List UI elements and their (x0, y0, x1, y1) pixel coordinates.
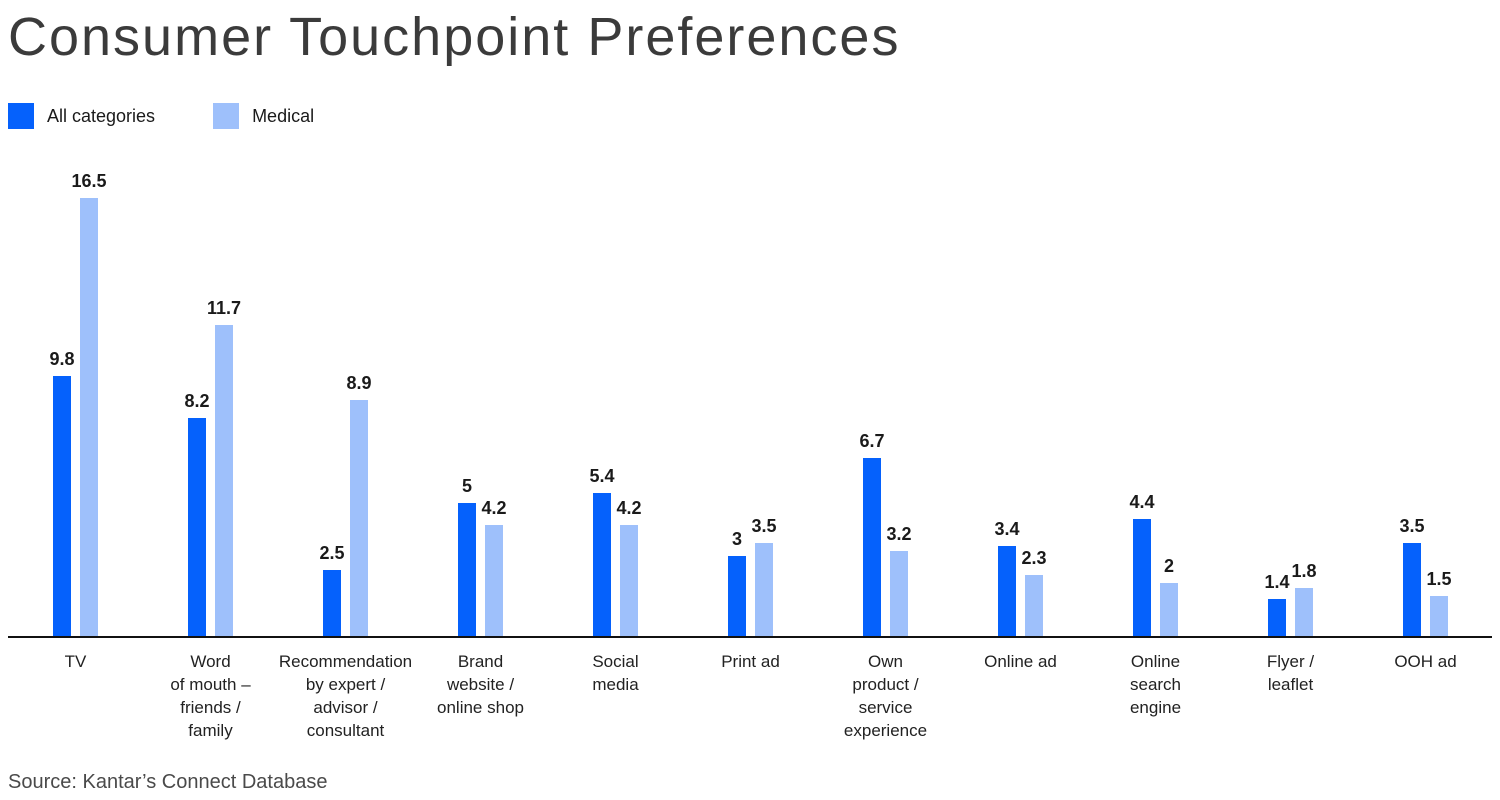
bar-value-label: 1.8 (1291, 561, 1317, 581)
source-note: Source: Kantar’s Connect Database (8, 771, 328, 793)
bar-medical (620, 525, 638, 636)
category-label: Social media (592, 652, 639, 694)
category-label: Word of mouth – friends / family (170, 652, 251, 740)
bar-medical (350, 400, 368, 636)
bar-value-label: 8.9 (346, 373, 372, 393)
bar-medical (1295, 588, 1313, 636)
bar-value-label: 3 (731, 529, 742, 549)
bar-medical (80, 198, 98, 636)
legend-swatch-medical (213, 103, 240, 129)
category-label: Flyer / leaflet (1266, 652, 1315, 694)
bar-all-categories (53, 376, 71, 636)
legend-swatch-all-categories (8, 103, 34, 129)
category-label: Recommendation by expert / advisor / con… (278, 652, 413, 740)
category-label: Own product / service experience (843, 652, 928, 740)
legend-label-medical: Medical (252, 105, 315, 126)
bar-medical (1430, 596, 1448, 636)
chart-title: Consumer Touchpoint Preferences (8, 7, 901, 67)
bar-value-label: 11.7 (206, 298, 242, 318)
bar-value-label: 9.8 (49, 349, 75, 369)
bar-value-label: 6.7 (859, 431, 885, 451)
bar-medical (1160, 583, 1178, 636)
bar-medical (890, 551, 908, 636)
bar-value-label: 3.5 (1399, 516, 1425, 536)
bar-medical (1025, 575, 1043, 636)
bar-value-label: 4.2 (481, 498, 507, 518)
chart-legend: All categories Medical (8, 103, 314, 129)
category-label: Online search engine (1129, 652, 1182, 717)
bar-all-categories (593, 493, 611, 636)
bar-all-categories (1133, 519, 1151, 636)
bar-all-categories (323, 570, 341, 636)
category-label: Online ad (984, 652, 1057, 671)
category-label: TV (64, 652, 87, 671)
bar-value-label: 3.4 (994, 519, 1020, 539)
bar-all-categories (728, 556, 746, 636)
bar-all-categories (1268, 599, 1286, 636)
bar-value-label: 1.4 (1264, 572, 1290, 592)
legend-item-medical: Medical (213, 103, 314, 129)
category-label: Print ad (721, 652, 780, 671)
bar-value-label: 3.2 (886, 524, 912, 544)
bar-all-categories (863, 458, 881, 636)
bar-all-categories (998, 546, 1016, 636)
bar-value-label: 5.4 (589, 466, 615, 486)
bar-value-label: 16.5 (71, 171, 107, 191)
bar-value-label: 2.5 (319, 543, 345, 563)
bar-medical (485, 525, 503, 636)
legend-item-all-categories: All categories (8, 103, 155, 129)
bar-value-label: 2 (1163, 556, 1174, 576)
bar-medical (755, 543, 773, 636)
bar-value-label: 4.4 (1129, 492, 1155, 512)
bar-value-label: 5 (461, 476, 472, 496)
bar-all-categories (188, 418, 206, 636)
bar-medical (215, 325, 233, 636)
bar-all-categories (458, 503, 476, 636)
bar-value-label: 8.2 (184, 391, 210, 411)
bar-value-label: 1.5 (1426, 569, 1452, 589)
legend-label-all-categories: All categories (47, 105, 156, 126)
bar-all-categories (1403, 543, 1421, 636)
bar-value-label: 4.2 (616, 498, 642, 518)
bar-value-label: 3.5 (751, 516, 777, 536)
bar-value-label: 2.3 (1021, 548, 1047, 568)
category-label: Brand website / online shop (437, 652, 524, 717)
x-axis-line (8, 636, 1492, 638)
category-label: OOH ad (1394, 652, 1457, 671)
